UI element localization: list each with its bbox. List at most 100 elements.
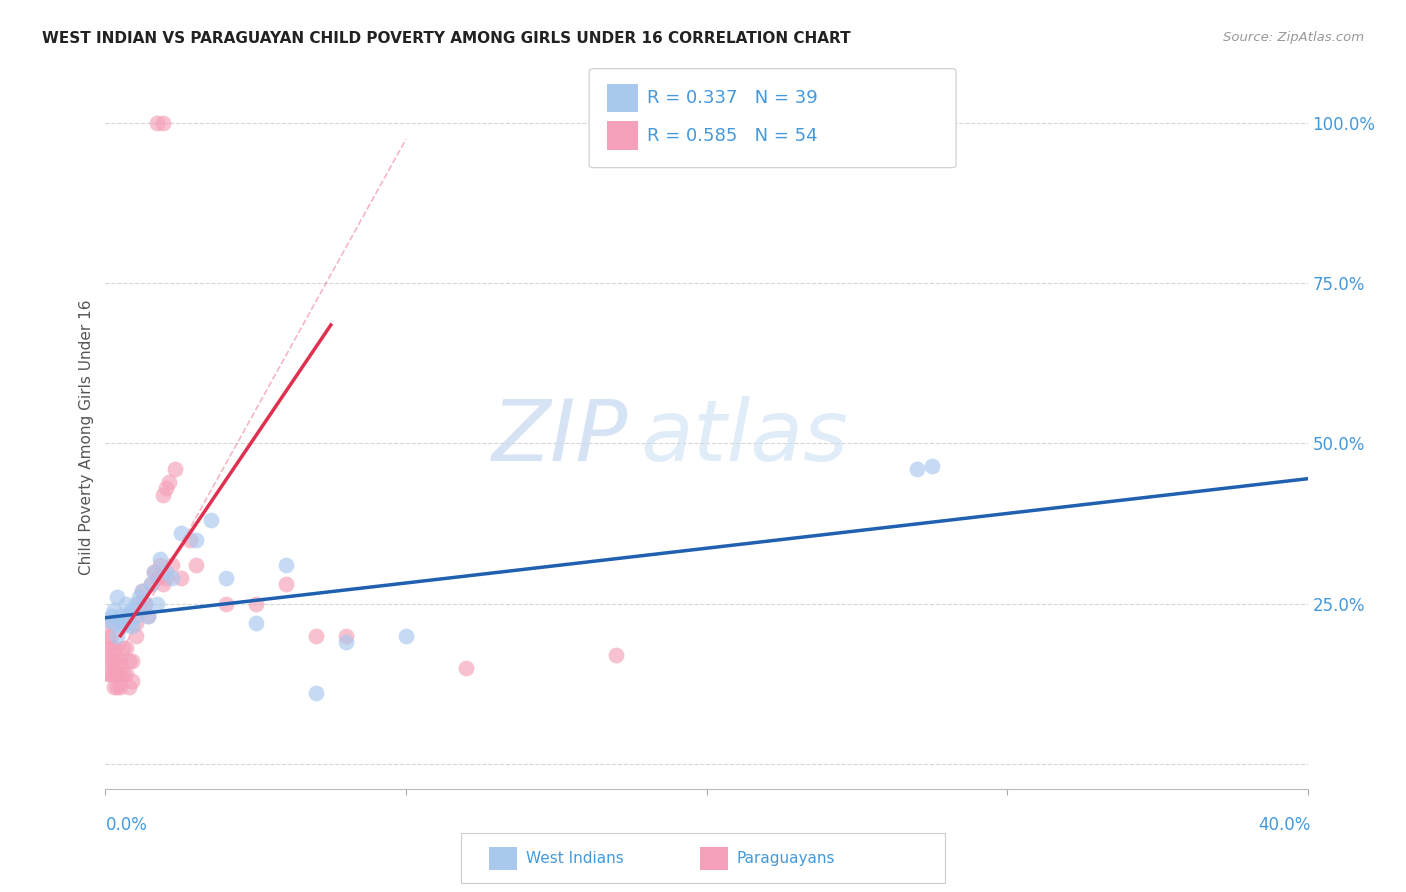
Point <box>148 558 170 573</box>
Point <box>169 526 191 541</box>
Point <box>103 603 125 617</box>
Point <box>152 116 174 130</box>
Point <box>152 488 174 502</box>
Point <box>179 533 201 547</box>
Point <box>103 654 125 668</box>
Point <box>107 591 129 605</box>
Point <box>118 615 141 630</box>
Point <box>131 583 153 598</box>
Point <box>134 597 156 611</box>
Point <box>305 629 328 643</box>
Point <box>124 609 146 624</box>
Point <box>115 667 138 681</box>
Point <box>124 597 146 611</box>
Point <box>121 654 143 668</box>
Point <box>454 661 477 675</box>
Point <box>118 654 141 668</box>
Point <box>145 116 167 130</box>
Point <box>136 609 159 624</box>
Text: 40.0%: 40.0% <box>1258 816 1310 834</box>
Point <box>115 609 138 624</box>
Point <box>139 577 162 591</box>
Point <box>103 615 125 630</box>
Point <box>100 615 122 630</box>
Point <box>100 629 122 643</box>
Y-axis label: Child Poverty Among Girls Under 16: Child Poverty Among Girls Under 16 <box>79 300 94 574</box>
Point <box>107 680 129 694</box>
Point <box>160 558 183 573</box>
Point <box>163 462 186 476</box>
Point <box>110 667 132 681</box>
Text: WEST INDIAN VS PARAGUAYAN CHILD POVERTY AMONG GIRLS UNDER 16 CORRELATION CHART: WEST INDIAN VS PARAGUAYAN CHILD POVERTY … <box>42 31 851 46</box>
Point <box>124 629 146 643</box>
Point <box>100 609 122 624</box>
Point <box>142 565 165 579</box>
Point <box>97 641 120 656</box>
Point <box>148 551 170 566</box>
Point <box>107 629 129 643</box>
Point <box>152 577 174 591</box>
Point <box>921 458 943 473</box>
Point <box>110 615 132 630</box>
Text: R = 0.337   N = 39: R = 0.337 N = 39 <box>647 89 817 107</box>
Point <box>124 615 146 630</box>
Point <box>155 481 177 495</box>
Point <box>274 577 297 591</box>
Point <box>335 629 357 643</box>
Point <box>136 609 159 624</box>
Point <box>110 609 132 624</box>
Point <box>139 577 162 591</box>
Point <box>274 558 297 573</box>
Point <box>110 680 132 694</box>
Text: Source: ZipAtlas.com: Source: ZipAtlas.com <box>1223 31 1364 45</box>
Point <box>112 667 135 681</box>
Point <box>131 583 153 598</box>
Point <box>97 629 120 643</box>
Point <box>134 597 156 611</box>
Point <box>169 571 191 585</box>
Point <box>107 654 129 668</box>
Point <box>118 607 141 621</box>
Point <box>214 597 236 611</box>
Text: atlas: atlas <box>640 395 848 479</box>
Point <box>155 565 177 579</box>
Point <box>115 641 138 656</box>
Point <box>214 571 236 585</box>
Point <box>245 615 267 630</box>
Point <box>103 667 125 681</box>
Text: West Indians: West Indians <box>526 851 624 865</box>
Point <box>395 629 418 643</box>
Point <box>100 641 122 656</box>
Point <box>128 597 150 611</box>
Point <box>115 597 138 611</box>
Point <box>112 641 135 656</box>
Point <box>145 597 167 611</box>
Point <box>184 558 207 573</box>
Point <box>103 641 125 656</box>
Point <box>605 648 627 662</box>
Point <box>97 654 120 668</box>
Point <box>157 475 180 489</box>
Point <box>155 571 177 585</box>
Point <box>142 565 165 579</box>
Text: R = 0.585   N = 54: R = 0.585 N = 54 <box>647 127 817 145</box>
Point <box>160 571 183 585</box>
Point <box>184 533 207 547</box>
Point <box>245 597 267 611</box>
Point <box>112 613 135 627</box>
Text: ZIP: ZIP <box>492 395 628 479</box>
Point <box>200 513 222 527</box>
Point <box>110 654 132 668</box>
Point <box>128 591 150 605</box>
Point <box>121 673 143 688</box>
Point <box>335 635 357 649</box>
Point <box>100 654 122 668</box>
Point <box>118 680 141 694</box>
Point <box>121 619 143 633</box>
Point <box>112 619 135 633</box>
Text: Paraguayans: Paraguayans <box>737 851 835 865</box>
Point <box>100 667 122 681</box>
Text: 0.0%: 0.0% <box>105 816 148 834</box>
Point <box>97 613 120 627</box>
Point <box>121 603 143 617</box>
